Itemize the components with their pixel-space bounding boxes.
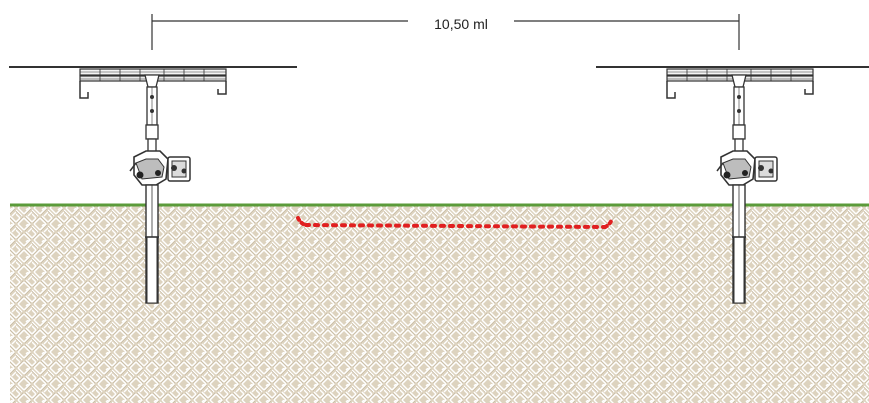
cable-trench: [296, 216, 614, 229]
dimension-annotation: 10,50 ml: [151, 14, 740, 50]
dimension-label: 10,50 ml: [434, 16, 488, 32]
